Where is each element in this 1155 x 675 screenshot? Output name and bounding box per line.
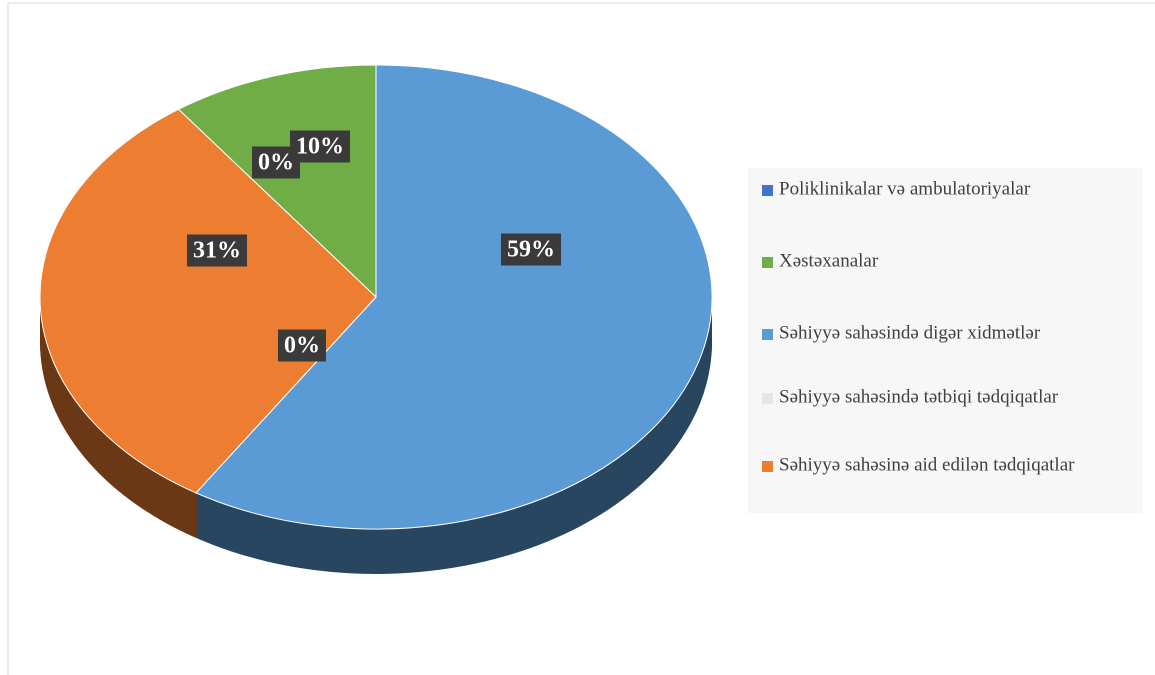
data-label-box [278,329,326,362]
legend-swatch [762,257,773,268]
legend-swatch [762,185,773,196]
legend-swatch [762,461,773,472]
data-label: 10% [296,134,344,160]
legend-label: Səhiyyə sahəsində digər xidmətlər [779,322,1041,343]
slice [195,64,713,530]
data-label: 59% [507,237,555,263]
legend-box [748,168,1143,513]
data-label-box [187,234,247,267]
slice [39,108,377,494]
data-label-box [290,130,350,163]
legend-label: Xəstəxanalar [779,250,879,271]
data-label: 0% [284,333,320,359]
slice [177,64,377,299]
data-label: 0% [258,150,294,176]
data-label: 31% [193,238,241,264]
data-label-box [501,233,561,266]
legend-swatch [762,329,773,340]
legend-label: Poliklinikalar və ambulatoriyalar [779,178,1031,199]
legend-label: Səhiyyə sahəsinə aid edilən tədqiqatlar [779,454,1075,475]
legend-label: Səhiyyə sahəsində tətbiqi tədqiqatlar [779,386,1059,407]
legend-swatch [762,393,773,404]
